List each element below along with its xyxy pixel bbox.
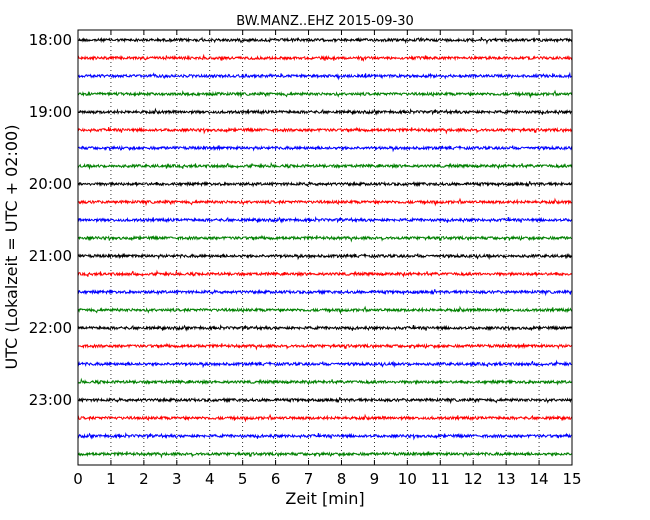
trace-1830 (77, 71, 573, 81)
x-tick-label: 12 (464, 470, 483, 488)
trace-2015 (77, 197, 573, 207)
y-tick-label: 18:00 (29, 31, 72, 49)
x-tick-label: 7 (304, 470, 314, 488)
y-axis: 18:00 19:00 20:00 21:00 22:00 23:00 (29, 31, 572, 409)
trace-1945 (77, 161, 573, 170)
plot-frame (77, 29, 573, 466)
x-tick-label: 6 (271, 470, 281, 488)
x-tick-label: 4 (205, 470, 215, 488)
y-tick-label: 22:00 (29, 319, 72, 337)
y-axis-label: UTC (Lokalzeit = UTC + 02:00) (2, 125, 21, 370)
x-axis-label: Zeit [min] (285, 489, 364, 508)
x-tick-label: 0 (73, 470, 83, 488)
trace-2030 (77, 216, 573, 224)
trace-1930 (78, 144, 573, 153)
trace-2230 (77, 359, 573, 369)
trace-2315 (77, 413, 573, 423)
trace-2215 (77, 342, 573, 351)
x-tick-label: 8 (337, 470, 347, 488)
y-tick-label: 19:00 (29, 103, 72, 121)
x-tick-label: 3 (172, 470, 182, 488)
trace-2345 (77, 450, 573, 459)
trace-2300 (77, 396, 573, 405)
trace-1845 (77, 89, 573, 99)
x-tick-label: 11 (431, 470, 450, 488)
trace-2115 (77, 269, 573, 278)
grid-lines (110, 30, 540, 465)
trace-1915 (77, 126, 573, 135)
x-tick-label: 13 (497, 470, 516, 488)
x-axis: 0 1 2 3 4 5 6 7 8 9 10 11 12 13 14 15 (73, 30, 582, 488)
trace-2045 (77, 234, 573, 243)
y-tick-label: 23:00 (29, 391, 72, 409)
x-tick-label: 1 (106, 470, 116, 488)
trace-2200 (77, 324, 573, 332)
trace-2145 (77, 305, 573, 315)
traces (77, 36, 573, 459)
trace-2245 (77, 377, 573, 386)
x-tick-label: 5 (238, 470, 248, 488)
x-tick-label: 14 (530, 470, 549, 488)
trace-1800 (77, 36, 573, 45)
trace-2100 (77, 252, 573, 261)
chart-title: BW.MANZ..EHZ 2015-09-30 (236, 14, 414, 29)
trace-2330 (77, 432, 573, 441)
x-tick-label: 9 (370, 470, 380, 488)
trace-1900 (77, 107, 573, 116)
x-tick-label: 2 (139, 470, 149, 488)
y-tick-label: 20:00 (29, 175, 72, 193)
trace-1815 (77, 53, 573, 63)
trace-2130 (77, 288, 573, 297)
x-tick-label: 15 (562, 470, 581, 488)
trace-2000 (77, 180, 573, 188)
x-tick-label: 10 (398, 470, 417, 488)
y-tick-label: 21:00 (29, 247, 72, 265)
